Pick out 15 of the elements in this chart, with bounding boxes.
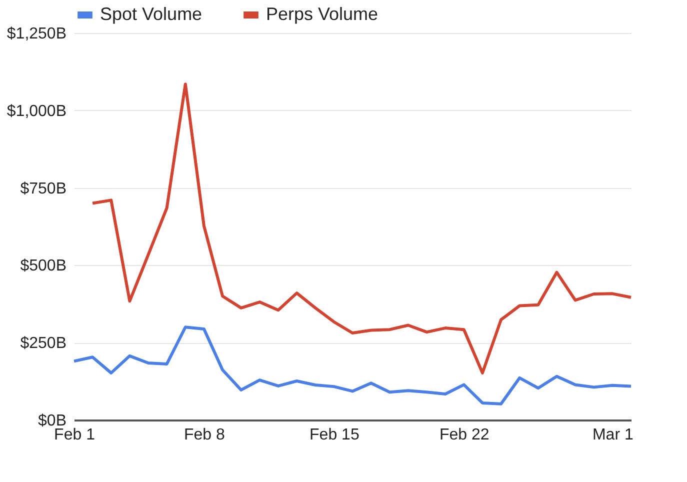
line-series — [72, 326, 632, 406]
x-tick-label: Feb 8 — [184, 426, 226, 444]
x-tick-label: Mar 1 — [592, 426, 634, 444]
x-tick-label: Feb 22 — [439, 426, 490, 444]
legend-label: Spot Volume — [100, 4, 202, 24]
x-tick-label: Feb 1 — [54, 426, 96, 444]
x-tick-label: Feb 15 — [310, 426, 360, 444]
y-tick-label: $1,250B — [6, 26, 66, 42]
y-tick-label: $500B — [20, 258, 66, 275]
legend-label: Perps Volume — [266, 4, 378, 24]
y-tick-label: $750B — [20, 180, 66, 198]
y-tick-label: $1,000B — [6, 102, 66, 120]
y-tick-label: $0B — [38, 412, 66, 430]
line-series — [91, 82, 632, 374]
y-tick-label: $250B — [20, 335, 66, 352]
